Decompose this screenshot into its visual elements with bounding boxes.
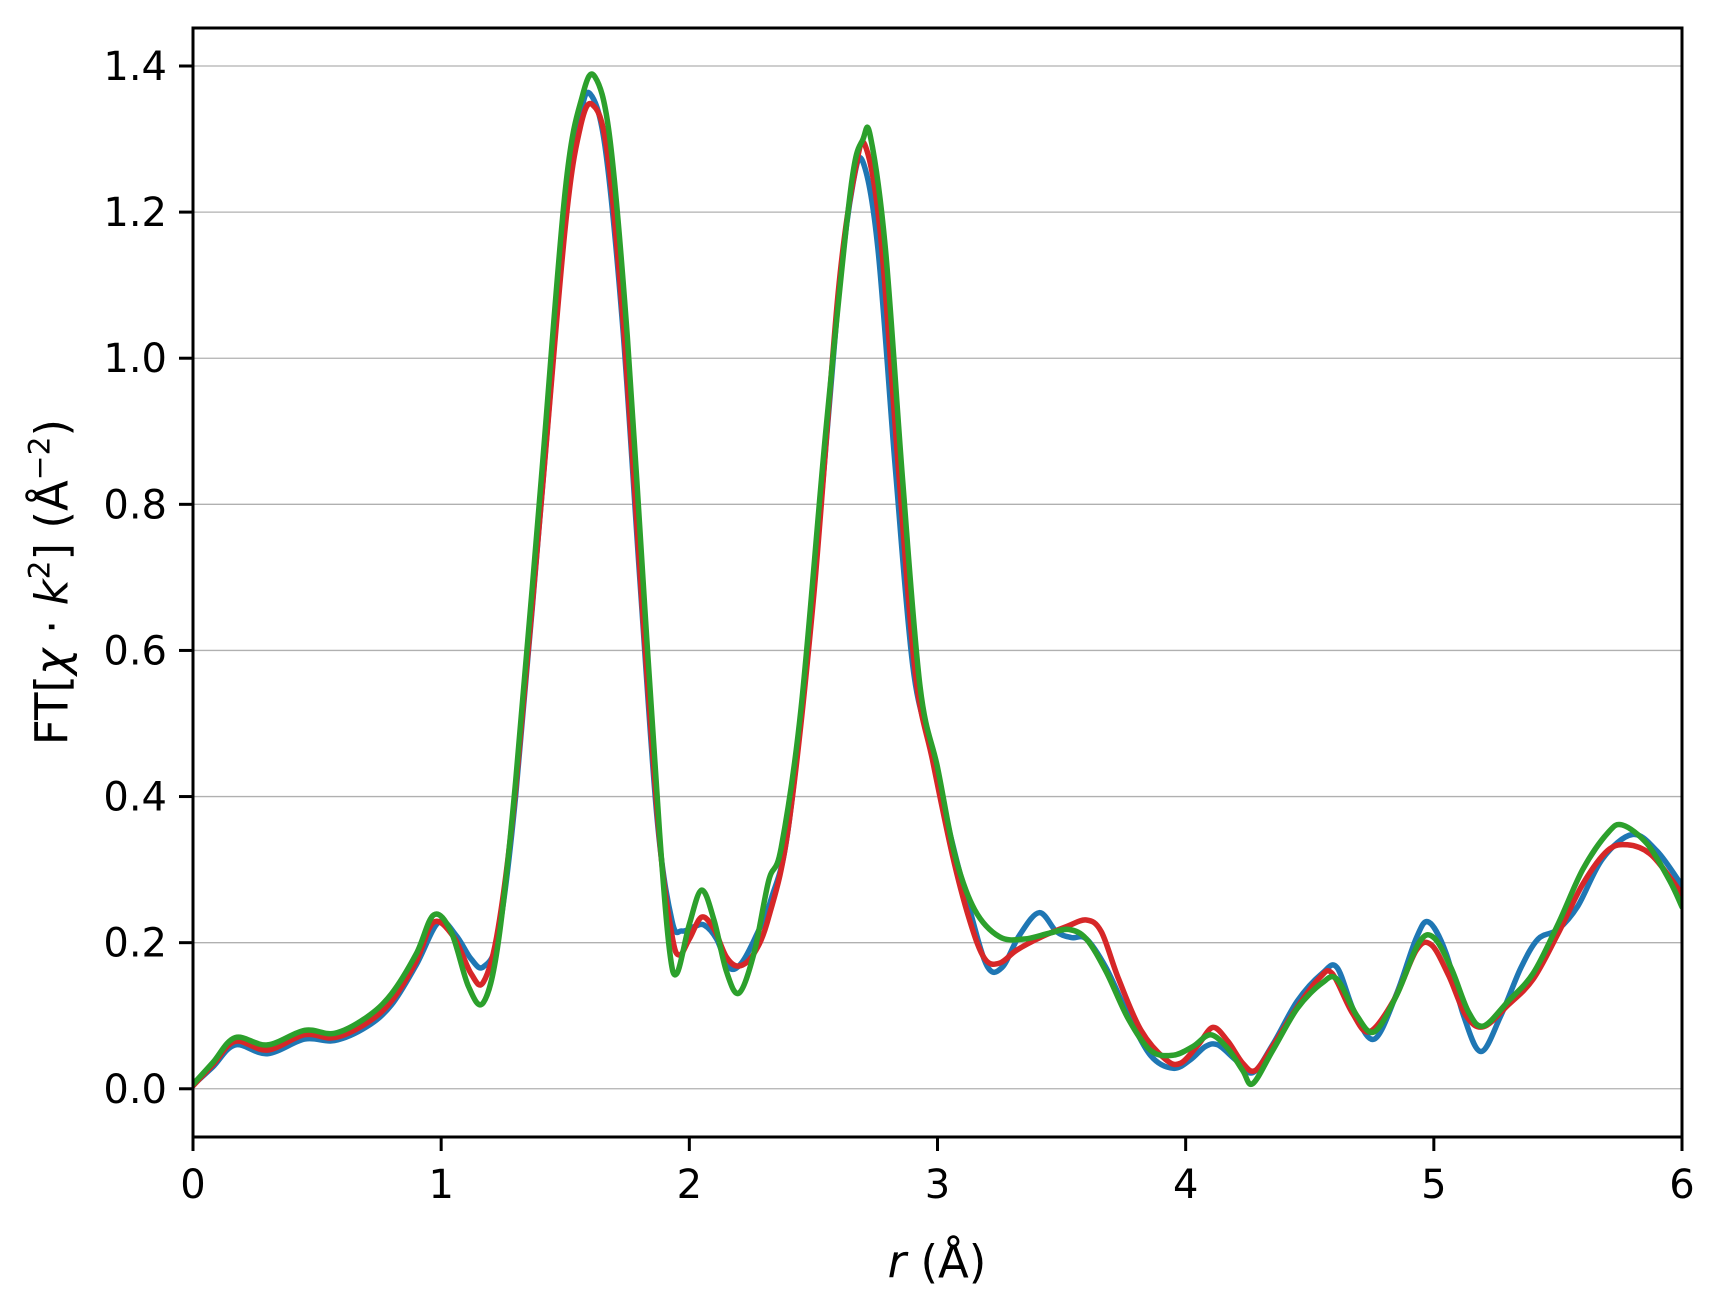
series-line-red — [193, 100, 1682, 1089]
y-axis-label: FT[χ · k2] (Å−2) — [22, 418, 79, 746]
x-tick-label-1: 1 — [428, 1162, 453, 1208]
y-tick-label-1.4: 1.4 — [103, 44, 167, 90]
x-tick-label-0: 0 — [180, 1162, 205, 1208]
x-tick-label-3: 3 — [925, 1162, 950, 1208]
y-tick-label-0.0: 0.0 — [103, 1067, 167, 1113]
axes-frame — [191, 26, 1684, 1139]
y-tick-label-1.2: 1.2 — [103, 190, 167, 236]
x-tick-label-2: 2 — [677, 1162, 702, 1208]
x-tick-label-5: 5 — [1421, 1162, 1446, 1208]
x-axis-label-unit: (Å) — [906, 1235, 987, 1289]
y-tick-label-0.2: 0.2 — [103, 921, 167, 967]
series-line-green — [193, 71, 1682, 1088]
y-tick-label-0.6: 0.6 — [103, 628, 167, 674]
y-tick-label-0.8: 0.8 — [103, 482, 167, 528]
x-tick-label-4: 4 — [1173, 1162, 1198, 1208]
y-tick-label-1.0: 1.0 — [103, 336, 167, 382]
x-axis-label-symbol: r — [887, 1235, 907, 1289]
x-axis-label: r (Å) — [888, 1236, 987, 1289]
x-tick-label-6: 6 — [1669, 1162, 1694, 1208]
y-tick-label-0.4: 0.4 — [103, 775, 167, 821]
series-line-blue — [193, 89, 1682, 1088]
